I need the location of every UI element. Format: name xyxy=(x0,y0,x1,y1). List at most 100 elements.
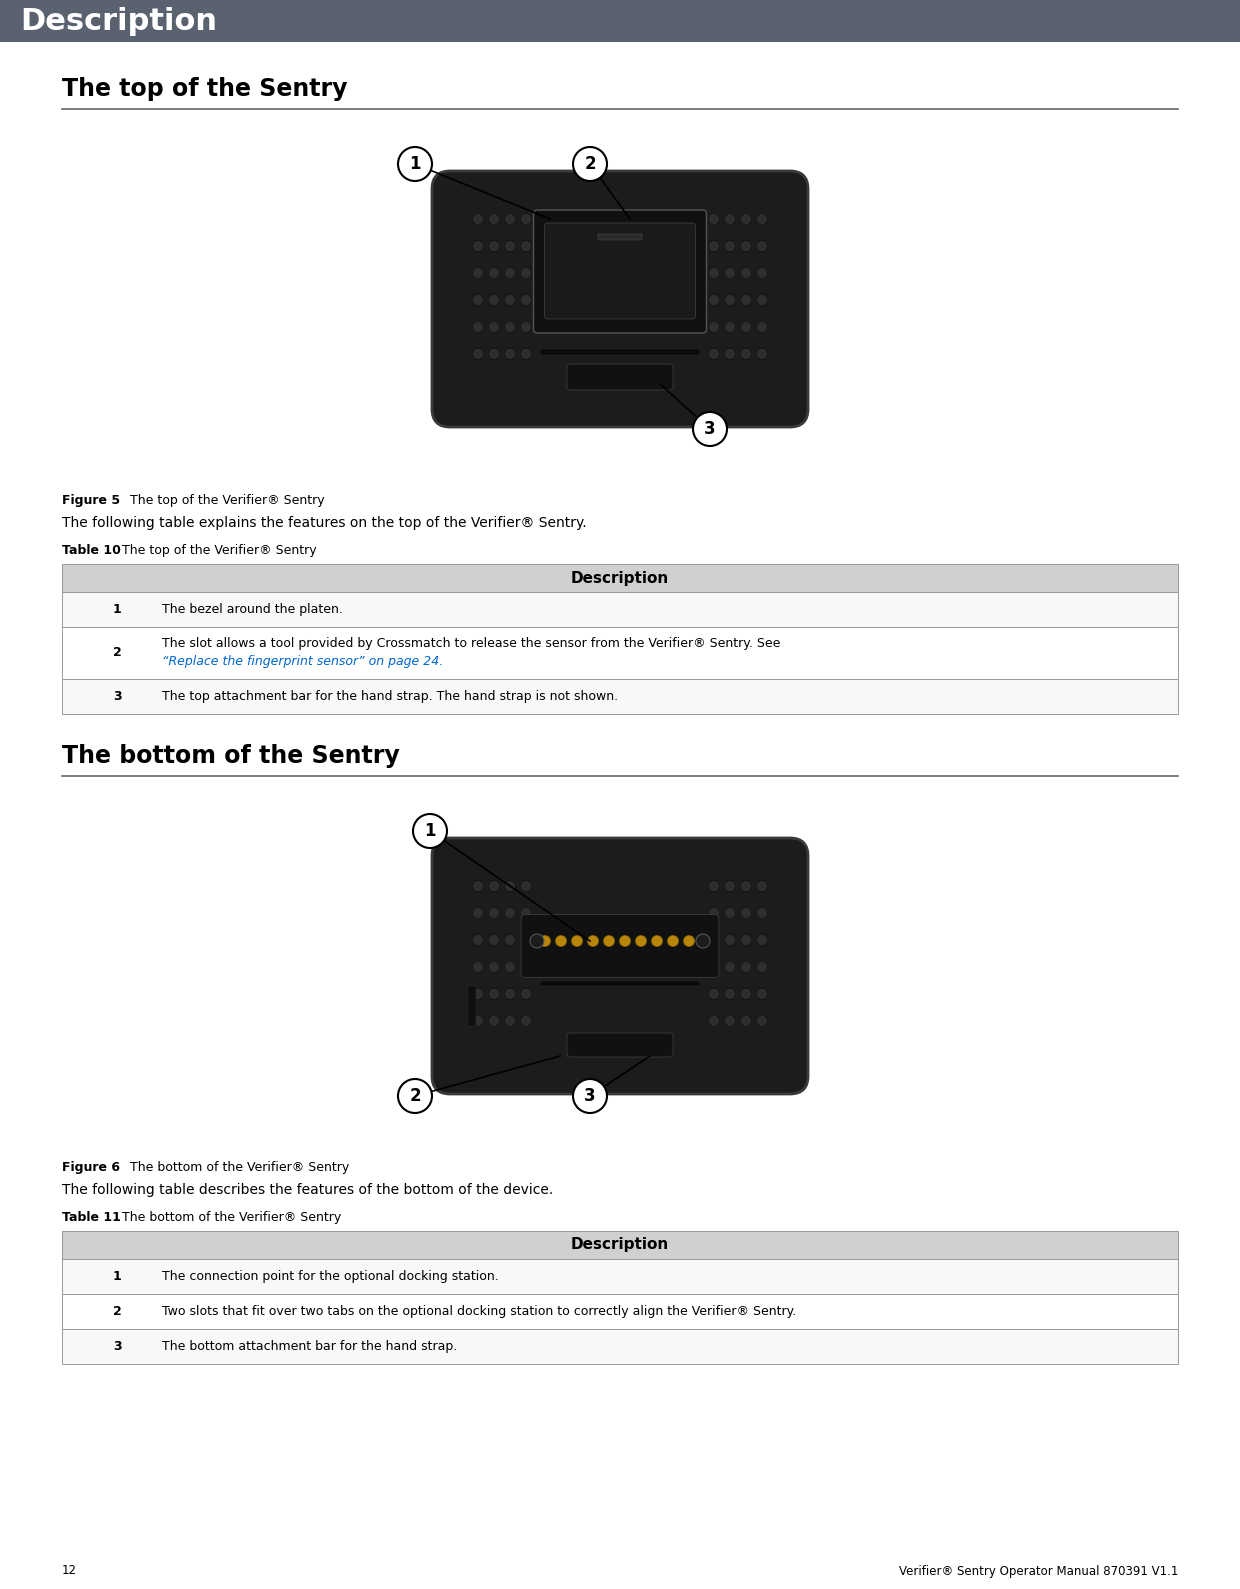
Circle shape xyxy=(505,1015,516,1026)
Bar xyxy=(62,593,1178,628)
Circle shape xyxy=(693,412,727,447)
Circle shape xyxy=(529,934,544,949)
Circle shape xyxy=(756,934,768,945)
Circle shape xyxy=(708,988,719,999)
Circle shape xyxy=(472,213,484,224)
Text: The slot allows a tool provided by Crossmatch to release the sensor from the Ver: The slot allows a tool provided by Cross… xyxy=(162,637,780,650)
Circle shape xyxy=(489,240,500,251)
Circle shape xyxy=(505,348,516,359)
Circle shape xyxy=(573,1079,608,1112)
Circle shape xyxy=(740,213,751,224)
Circle shape xyxy=(588,936,599,947)
Text: 2: 2 xyxy=(409,1087,420,1104)
Bar xyxy=(539,350,701,354)
Circle shape xyxy=(472,907,484,918)
Circle shape xyxy=(556,936,567,947)
Text: 1: 1 xyxy=(424,822,435,841)
Text: The top of the Verifier® Sentry: The top of the Verifier® Sentry xyxy=(122,543,316,558)
Bar xyxy=(598,234,642,240)
Circle shape xyxy=(489,1015,500,1026)
Circle shape xyxy=(756,880,768,891)
Circle shape xyxy=(505,321,516,332)
Circle shape xyxy=(505,988,516,999)
Circle shape xyxy=(505,240,516,251)
Circle shape xyxy=(708,267,719,278)
Circle shape xyxy=(505,961,516,972)
Circle shape xyxy=(740,961,751,972)
Circle shape xyxy=(489,321,500,332)
Circle shape xyxy=(472,988,484,999)
Circle shape xyxy=(756,988,768,999)
Text: Description: Description xyxy=(20,6,217,35)
Circle shape xyxy=(756,1015,768,1026)
Circle shape xyxy=(756,907,768,918)
Circle shape xyxy=(489,267,500,278)
Circle shape xyxy=(651,936,662,947)
Circle shape xyxy=(505,267,516,278)
Circle shape xyxy=(489,213,500,224)
Circle shape xyxy=(756,294,768,305)
Circle shape xyxy=(521,294,532,305)
Circle shape xyxy=(521,880,532,891)
Circle shape xyxy=(740,321,751,332)
Bar xyxy=(467,987,476,1026)
Circle shape xyxy=(740,934,751,945)
Circle shape xyxy=(724,1015,735,1026)
Circle shape xyxy=(521,348,532,359)
Circle shape xyxy=(620,936,630,947)
Circle shape xyxy=(572,936,583,947)
Circle shape xyxy=(489,907,500,918)
Text: Verifier® Sentry Operator Manual 870391 V1.1: Verifier® Sentry Operator Manual 870391 … xyxy=(899,1565,1178,1578)
Circle shape xyxy=(740,1015,751,1026)
Text: 12: 12 xyxy=(62,1565,77,1578)
Circle shape xyxy=(521,988,532,999)
Circle shape xyxy=(472,321,484,332)
Circle shape xyxy=(521,213,532,224)
Text: 2: 2 xyxy=(584,156,595,173)
Text: The bottom of the Verifier® Sentry: The bottom of the Verifier® Sentry xyxy=(122,1211,341,1224)
Circle shape xyxy=(708,1015,719,1026)
Circle shape xyxy=(708,961,719,972)
Circle shape xyxy=(489,880,500,891)
Text: The following table explains the features on the top of the Verifier® Sentry.: The following table explains the feature… xyxy=(62,516,587,531)
Text: 2: 2 xyxy=(113,647,122,659)
Circle shape xyxy=(724,934,735,945)
FancyBboxPatch shape xyxy=(544,222,696,319)
Circle shape xyxy=(505,294,516,305)
FancyBboxPatch shape xyxy=(567,364,673,389)
Bar xyxy=(0,0,1240,41)
Text: The top of the Verifier® Sentry: The top of the Verifier® Sentry xyxy=(130,494,325,507)
Bar xyxy=(539,980,701,987)
Circle shape xyxy=(740,988,751,999)
Text: 3: 3 xyxy=(113,690,122,702)
Text: 2: 2 xyxy=(113,1305,122,1317)
FancyBboxPatch shape xyxy=(567,1033,673,1057)
Bar xyxy=(62,1231,1178,1258)
Circle shape xyxy=(472,934,484,945)
Circle shape xyxy=(521,240,532,251)
Circle shape xyxy=(472,348,484,359)
Circle shape xyxy=(708,880,719,891)
FancyBboxPatch shape xyxy=(521,915,719,977)
Circle shape xyxy=(724,907,735,918)
Bar xyxy=(62,679,1178,713)
Circle shape xyxy=(683,936,694,947)
Circle shape xyxy=(667,936,678,947)
Circle shape xyxy=(740,880,751,891)
Circle shape xyxy=(521,267,532,278)
FancyBboxPatch shape xyxy=(432,837,808,1093)
Circle shape xyxy=(740,294,751,305)
Circle shape xyxy=(521,1015,532,1026)
Circle shape xyxy=(398,1079,432,1112)
Text: Description: Description xyxy=(570,570,670,585)
Circle shape xyxy=(740,267,751,278)
Circle shape xyxy=(724,880,735,891)
Circle shape xyxy=(489,961,500,972)
Circle shape xyxy=(521,321,532,332)
Circle shape xyxy=(505,213,516,224)
Bar xyxy=(62,628,1178,679)
FancyBboxPatch shape xyxy=(533,210,707,334)
Circle shape xyxy=(708,213,719,224)
Text: The bottom of the Verifier® Sentry: The bottom of the Verifier® Sentry xyxy=(130,1162,350,1174)
Circle shape xyxy=(724,213,735,224)
